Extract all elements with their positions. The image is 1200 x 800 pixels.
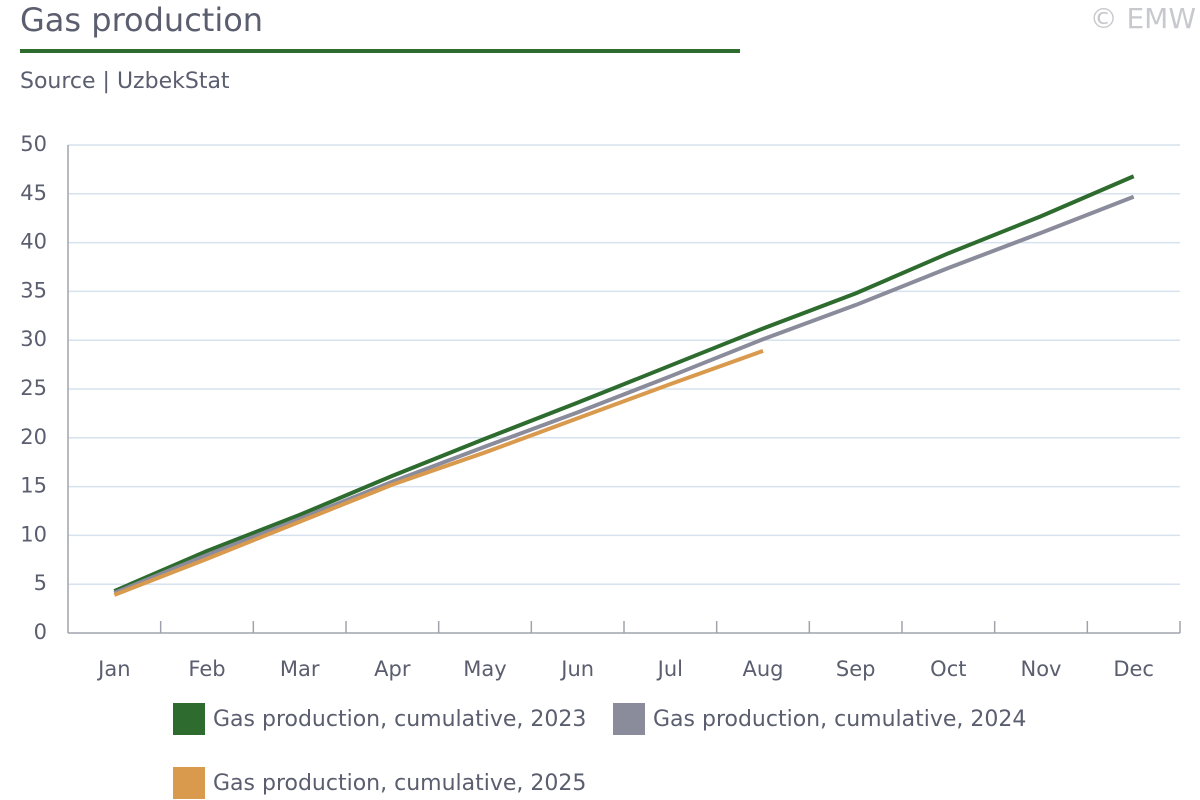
x-tick-label: Dec (1113, 657, 1154, 681)
x-tick-label: Apr (374, 657, 411, 681)
legend-label: Gas production, cumulative, 2025 (213, 771, 586, 796)
x-tick-label: Feb (188, 657, 225, 681)
series-line (113, 349, 764, 597)
x-tick-label: Oct (930, 657, 966, 681)
y-tick-label: 0 (34, 620, 47, 644)
legend-label: Gas production, cumulative, 2023 (213, 707, 586, 732)
legend-swatch (613, 703, 645, 735)
y-tick-label: 50 (20, 132, 47, 156)
legend-swatch (173, 703, 205, 735)
y-tick-label: 40 (20, 230, 47, 254)
x-tick-label: Jun (559, 657, 594, 681)
y-tick-label: 5 (34, 571, 47, 595)
x-tick-label: Aug (742, 657, 783, 681)
credit: © EMW (1090, 2, 1196, 35)
x-tick-label: Jul (656, 657, 683, 681)
y-tick-label: 15 (20, 474, 47, 498)
series-line (113, 194, 1135, 595)
y-tick-label: 45 (20, 181, 47, 205)
chart-subtitle: Source | UzbekStat (20, 69, 230, 94)
y-tick-label: 30 (20, 327, 47, 351)
y-tick-label: 10 (20, 522, 47, 546)
x-tick-label: Nov (1021, 657, 1062, 681)
title-underline (20, 49, 740, 53)
x-tick-label: Sep (836, 657, 876, 681)
legend-swatch (173, 767, 205, 799)
series-line (113, 174, 1135, 593)
chart-title: Gas production (20, 1, 263, 39)
y-tick-label: 25 (20, 376, 47, 400)
x-tick-label: Mar (280, 657, 320, 681)
legend-label: Gas production, cumulative, 2024 (653, 707, 1026, 732)
y-tick-label: 35 (20, 278, 47, 302)
y-tick-label: 20 (20, 425, 47, 449)
x-tick-label: Jan (96, 657, 130, 681)
x-tick-label: May (463, 657, 506, 681)
